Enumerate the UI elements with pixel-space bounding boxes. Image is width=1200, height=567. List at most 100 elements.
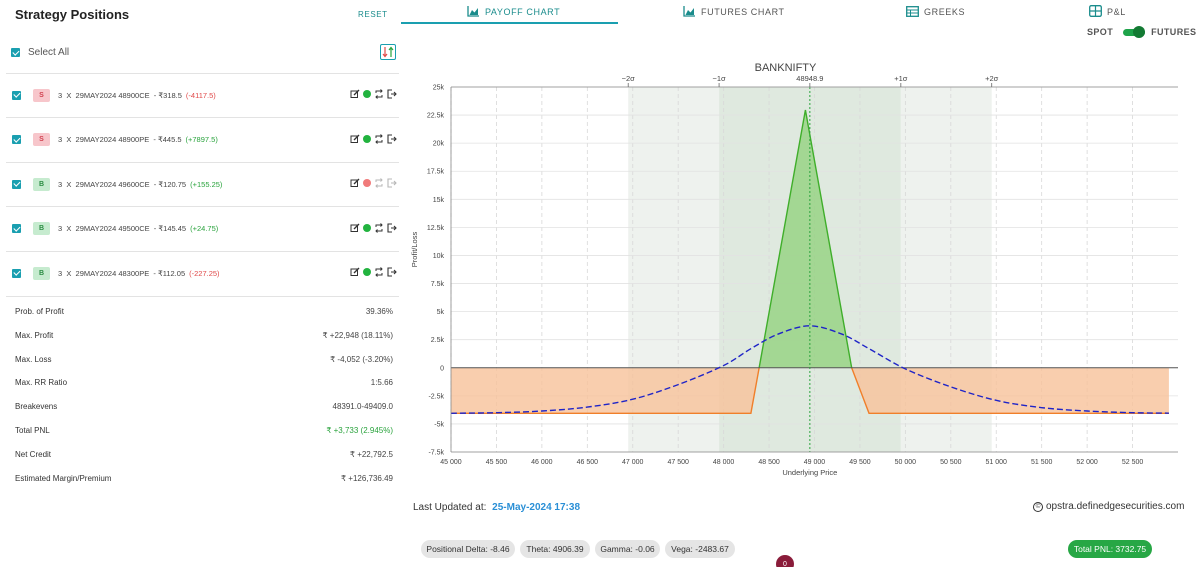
last-updated: Last Updated at: 25-May-2024 17:38 <box>413 502 580 513</box>
y-tick-label: -2.5k <box>428 393 444 400</box>
brand-link[interactable]: © opstra.definedgesecurities.com <box>1033 501 1184 512</box>
status-toggle[interactable] <box>363 179 371 188</box>
side-badge: S <box>33 88 50 102</box>
position-checkbox[interactable] <box>12 135 21 145</box>
tab-p-l[interactable]: P&L <box>1089 0 1126 24</box>
tab-label: P&L <box>1107 7 1126 17</box>
position-qty: 3 <box>58 90 63 100</box>
stat-label: Total PNL <box>15 426 50 435</box>
roll-icon[interactable] <box>374 267 384 278</box>
position-x: X <box>66 179 72 189</box>
position-x: X <box>66 268 72 278</box>
toggle-switch[interactable] <box>1121 26 1146 38</box>
stat-value: ₹ +22,948 (18.11%) <box>322 330 393 340</box>
edit-icon[interactable] <box>350 223 360 233</box>
x-tick-label: 52 000 <box>1076 459 1098 466</box>
checkbox-icon[interactable] <box>11 48 20 57</box>
table-icon <box>906 5 919 19</box>
position-checkbox[interactable] <box>12 224 21 234</box>
exit-icon[interactable] <box>387 267 397 277</box>
exit-icon[interactable] <box>387 134 397 144</box>
stat-value: ₹ +126,736.49 <box>340 473 393 483</box>
position-description: 3 X 29MAY2024 48900CE - ₹318.5 (-4117.5) <box>58 91 216 100</box>
stat-label: Estimated Margin/Premium <box>15 473 112 483</box>
y-tick-label: 10k <box>433 253 445 260</box>
status-toggle[interactable] <box>363 90 371 98</box>
y-tick-label: 7.5k <box>431 281 445 288</box>
position-price: - ₹145.45 <box>153 224 187 234</box>
y-tick-label: 0 <box>440 365 444 372</box>
tab-payoff-chart[interactable]: PAYOFF CHART <box>467 0 560 24</box>
roll-icon[interactable] <box>374 133 384 144</box>
sort-button[interactable] <box>380 44 396 60</box>
sigma-label: −1σ <box>712 74 726 83</box>
position-x: X <box>66 135 72 145</box>
theta-chip: Theta: 4906.39 <box>520 540 590 558</box>
status-toggle[interactable] <box>363 223 371 232</box>
stat-value: 48391.0-49409.0 <box>332 402 394 412</box>
position-pnl: (+24.75) <box>190 224 219 234</box>
stat-row: Max. RR Ratio 1:5.66 <box>15 378 393 398</box>
select-all-checkbox[interactable]: Select All <box>11 47 69 58</box>
x-tick-label: 46 500 <box>577 459 599 466</box>
gamma-chip: Gamma: -0.06 <box>595 540 660 558</box>
position-price: - ₹318.5 <box>153 90 182 100</box>
status-toggle[interactable] <box>363 134 371 143</box>
y-tick-label: -5k <box>434 421 444 428</box>
payoff-line-profit <box>758 109 853 368</box>
x-tick-label: 52 500 <box>1122 459 1144 466</box>
y-tick-label: 20k <box>433 141 445 148</box>
x-tick-label: 50 000 <box>895 459 917 466</box>
edit-icon[interactable] <box>350 134 360 144</box>
roll-icon[interactable] <box>374 222 384 233</box>
position-description: 3 X 29MAY2024 49600CE - ₹120.75 (+155.25) <box>58 180 222 189</box>
x-tick-label: 47 000 <box>622 459 644 466</box>
active-tab-indicator <box>401 22 618 24</box>
row-actions <box>350 133 397 144</box>
edit-icon[interactable] <box>350 89 360 99</box>
x-tick-label: 47 500 <box>667 459 689 466</box>
position-pnl: (-4117.5) <box>185 90 216 100</box>
x-tick-label: 49 500 <box>849 459 871 466</box>
position-x: X <box>66 224 72 234</box>
reset-button[interactable]: RESET <box>358 10 388 19</box>
tab-label: PAYOFF CHART <box>485 7 561 17</box>
exit-icon[interactable] <box>387 178 397 188</box>
spot-futures-toggle[interactable]: SPOT FUTURES <box>1087 26 1196 38</box>
stat-row: Max. Loss ₹ -4,052 (-3.20%) <box>15 355 393 375</box>
exit-icon[interactable] <box>387 223 397 233</box>
area-chart-icon <box>683 5 696 19</box>
divider <box>6 117 399 118</box>
loss-area <box>451 367 1169 414</box>
position-checkbox[interactable] <box>12 268 21 278</box>
divider <box>6 73 399 74</box>
status-toggle[interactable] <box>363 268 371 277</box>
edit-icon[interactable] <box>350 178 360 188</box>
stat-value: ₹ +3,733 (2.945%) <box>326 426 393 435</box>
position-price: - ₹445.5 <box>153 135 182 145</box>
x-tick-label: 48 000 <box>713 459 735 466</box>
tab-label: GREEKS <box>924 7 966 17</box>
stat-row: Net Credit ₹ +22,792.5 <box>15 450 393 470</box>
edit-icon[interactable] <box>350 267 360 277</box>
roll-icon[interactable] <box>374 178 384 189</box>
y-tick-label: 15k <box>433 197 445 204</box>
position-checkbox[interactable] <box>12 179 21 189</box>
chat-badge[interactable]: 0 <box>776 555 794 567</box>
tab-greeks[interactable]: GREEKS <box>906 0 965 24</box>
tab-futures-chart[interactable]: FUTURES CHART <box>683 0 785 24</box>
x-tick-label: 50 500 <box>940 459 962 466</box>
position-description: 3 X 29MAY2024 48300PE - ₹112.05 (-227.25) <box>58 269 220 278</box>
divider <box>6 250 399 252</box>
x-tick-label: 49 000 <box>804 459 826 466</box>
position-pnl: (+7897.5) <box>185 135 218 145</box>
payoff-line-loss <box>451 367 1169 414</box>
position-checkbox[interactable] <box>12 90 21 100</box>
roll-icon[interactable] <box>374 89 384 99</box>
x-tick-label: 45 500 <box>486 459 508 466</box>
select-all-label: Select All <box>28 47 70 58</box>
position-contract: 29MAY2024 49500CE <box>75 224 150 234</box>
exit-icon[interactable] <box>387 89 397 99</box>
